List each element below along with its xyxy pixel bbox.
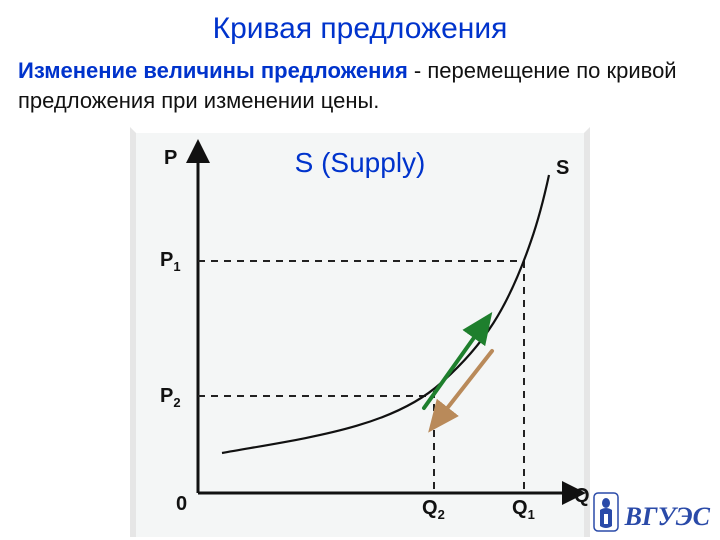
- supply-chart: S (Supply) P Q 0 S P1: [130, 127, 590, 537]
- page-title: Кривая предложения: [0, 0, 720, 46]
- arrow-up: [424, 325, 483, 408]
- p1-label: P1: [160, 249, 181, 274]
- q1-label: Q1: [512, 497, 535, 522]
- q2-label: Q2: [422, 497, 445, 522]
- curve-end-label: S: [556, 157, 569, 180]
- supply-curve: [222, 175, 549, 453]
- y-axis-label: P: [164, 147, 177, 170]
- chart-svg: [136, 133, 596, 533]
- x-axis-label: Q: [574, 485, 590, 508]
- logo-icon: [593, 492, 619, 532]
- p2-label: P2: [160, 385, 181, 410]
- arrow-down: [438, 351, 492, 420]
- logo-text: ВГУЭС: [625, 502, 710, 532]
- origin-label: 0: [176, 493, 187, 516]
- footer-logo: ВГУЭС: [593, 492, 710, 532]
- subtitle-bold: Изменение величины предложения: [18, 58, 408, 83]
- subtitle: Изменение величины предложения - перемещ…: [0, 46, 720, 119]
